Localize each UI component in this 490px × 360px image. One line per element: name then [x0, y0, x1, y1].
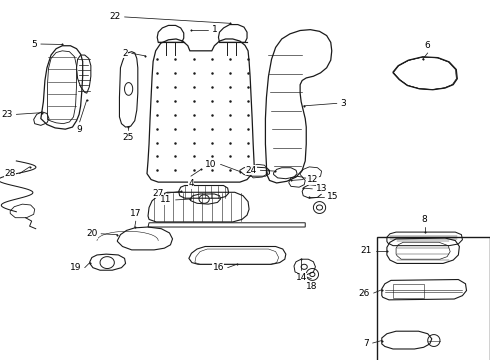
Text: 1: 1 [212, 25, 218, 34]
Text: 22: 22 [110, 13, 121, 22]
Text: 23: 23 [1, 110, 13, 119]
Text: 4: 4 [188, 179, 194, 188]
Text: 27: 27 [152, 189, 164, 198]
Text: 28: 28 [4, 169, 16, 178]
Text: 8: 8 [422, 215, 428, 224]
Text: 20: 20 [86, 229, 98, 238]
Text: 18: 18 [306, 282, 317, 291]
Text: 13: 13 [316, 184, 327, 193]
Text: 6: 6 [425, 41, 431, 50]
Text: 21: 21 [361, 246, 372, 255]
Text: 10: 10 [205, 160, 217, 169]
Text: 7: 7 [363, 338, 369, 347]
Text: 24: 24 [245, 166, 257, 175]
Text: 16: 16 [213, 263, 224, 272]
Text: 26: 26 [359, 289, 370, 298]
Bar [377, 237, 490, 360]
Text: 5: 5 [31, 40, 37, 49]
Text: 25: 25 [122, 134, 133, 143]
Text: 15: 15 [327, 192, 339, 201]
Text: 9: 9 [77, 125, 82, 134]
Text: 12: 12 [307, 175, 318, 184]
Text: 11: 11 [160, 195, 172, 204]
Text: 17: 17 [130, 209, 142, 218]
Text: 14: 14 [295, 273, 307, 282]
Text: 2: 2 [122, 49, 128, 58]
Text: 19: 19 [70, 263, 81, 272]
Text: 3: 3 [341, 99, 346, 108]
